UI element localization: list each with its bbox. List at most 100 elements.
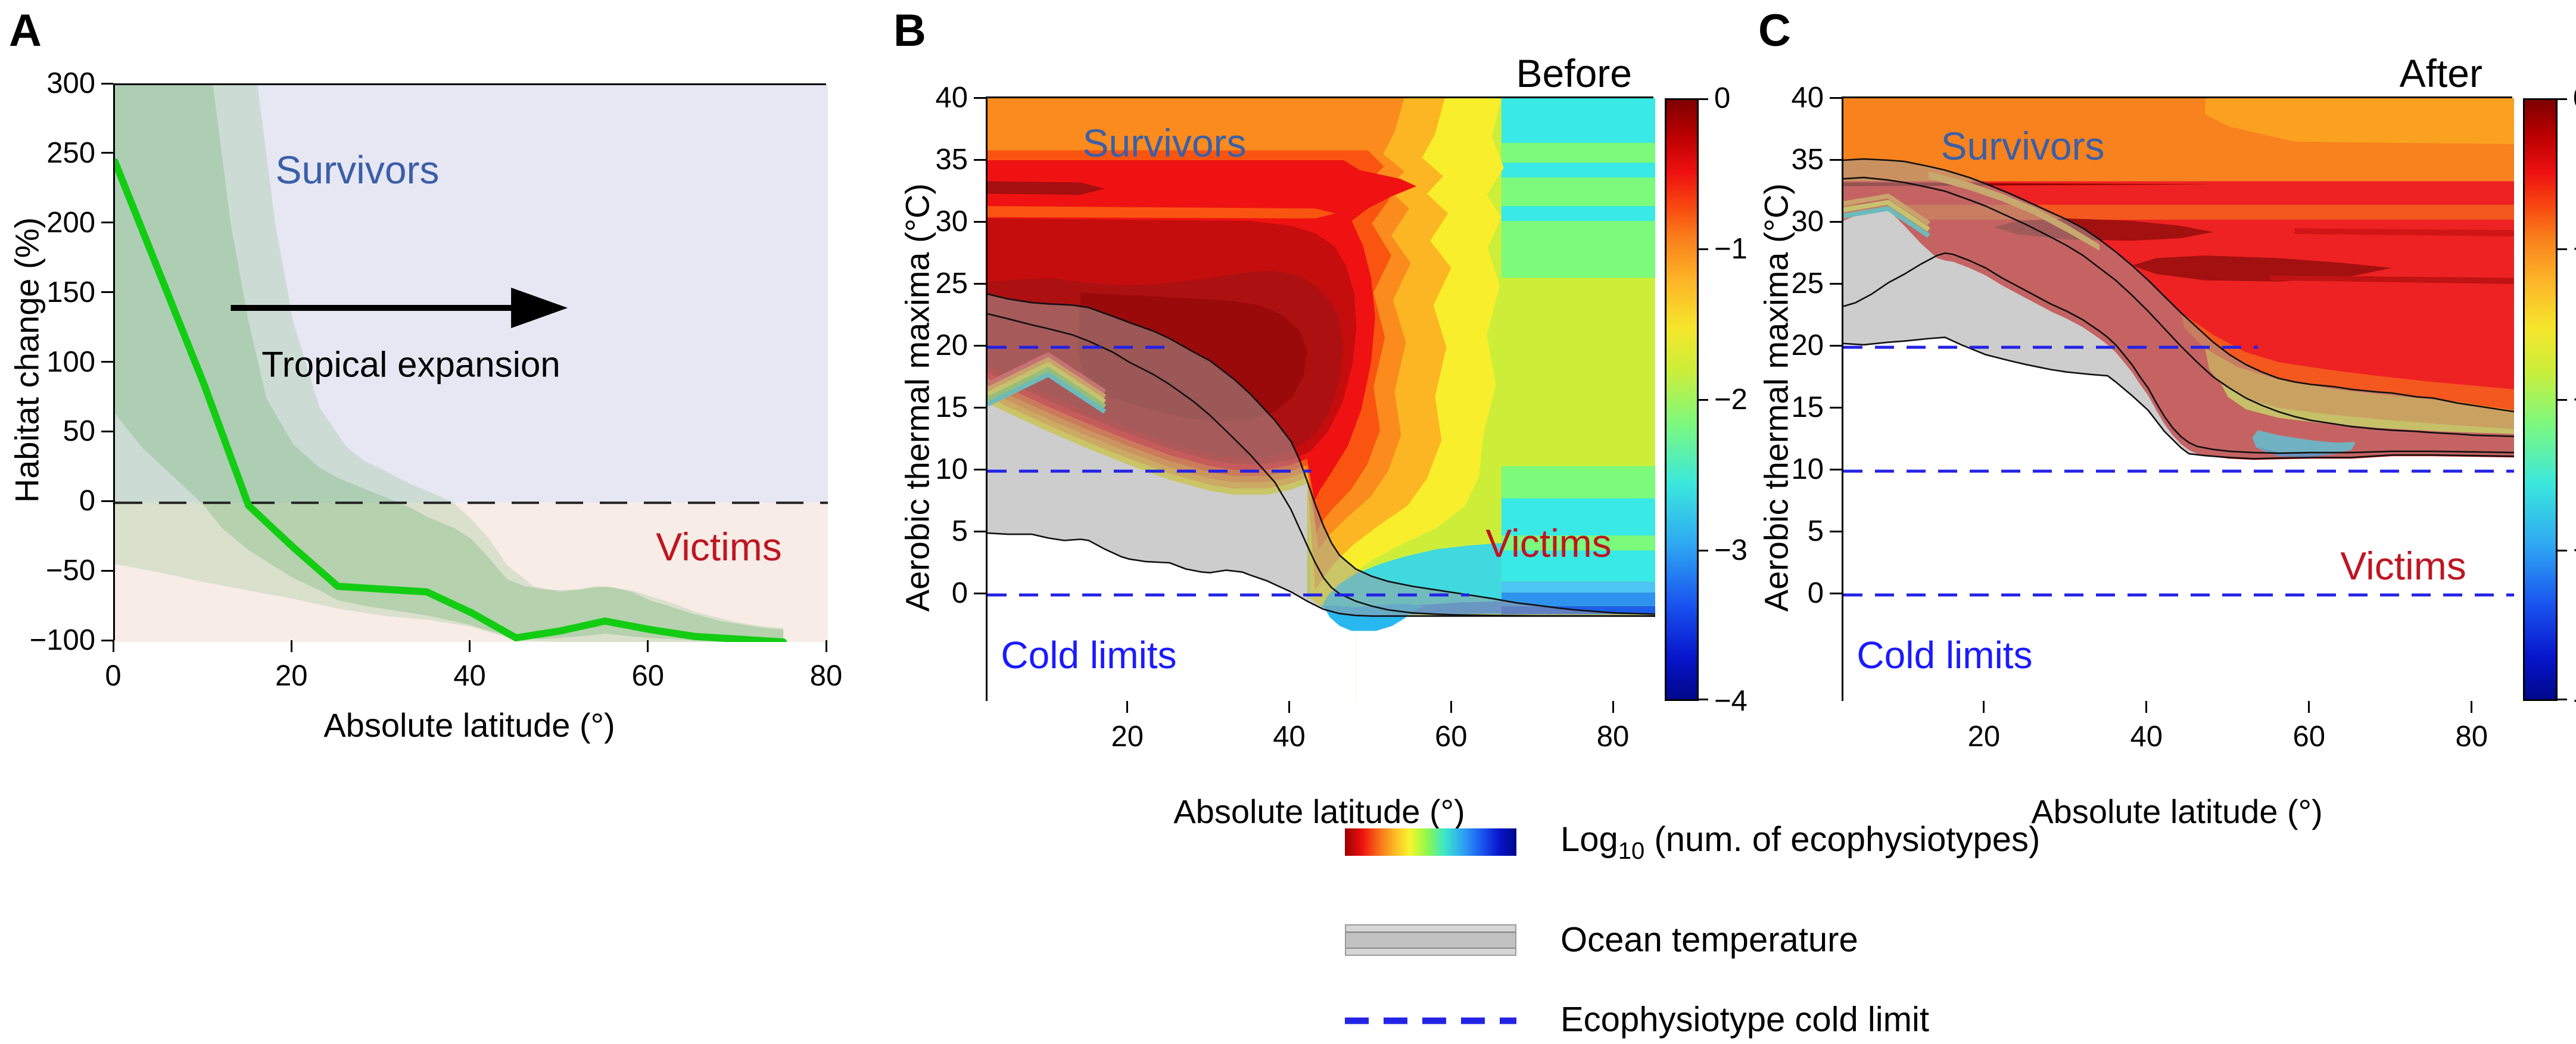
b-y-tick-label: 25 bbox=[935, 267, 968, 300]
a-x-tick-label: 40 bbox=[453, 660, 486, 692]
b-x-tick bbox=[1612, 701, 1614, 713]
b-y-tick bbox=[974, 282, 986, 285]
colorbar-tick bbox=[2558, 698, 2567, 700]
panel-a-x-axis-label: Absolute latitude (°) bbox=[323, 706, 615, 744]
b-x-tick-label: 80 bbox=[1596, 721, 1630, 753]
colorbar-tick-label: −4 bbox=[2573, 684, 2576, 718]
b-y-tick bbox=[974, 468, 986, 470]
b-y-tick bbox=[974, 592, 986, 594]
b-y-tick bbox=[974, 406, 986, 409]
a-x-tick-label: 0 bbox=[105, 660, 122, 692]
c-x-tick-label: 80 bbox=[2455, 721, 2488, 753]
a-y-tick bbox=[101, 222, 113, 224]
c-x-tick bbox=[1983, 701, 1985, 713]
a-y-tick bbox=[101, 430, 113, 432]
panel-a-letter: A bbox=[9, 5, 42, 56]
c-y-tick-label: 10 bbox=[1791, 453, 1824, 486]
colorbar-tick-label: 0 bbox=[1714, 82, 1731, 114]
b-y-tick bbox=[974, 158, 986, 161]
panel-c-victims-label: Victims bbox=[2340, 544, 2466, 588]
b-y-tick-label: 10 bbox=[935, 453, 968, 486]
b-x-tick-label: 40 bbox=[1273, 721, 1306, 753]
a-x-tick bbox=[825, 640, 827, 652]
c-y-tick bbox=[1830, 344, 1842, 347]
panel-c-chart bbox=[1843, 98, 2514, 703]
b-y-tick-label: 5 bbox=[951, 515, 968, 548]
panel-a-chart bbox=[115, 85, 828, 642]
a-y-tick-label: 50 bbox=[63, 415, 95, 448]
a-y-tick bbox=[101, 361, 113, 363]
a-y-tick bbox=[101, 500, 113, 502]
b-y-tick-label: 30 bbox=[935, 205, 968, 238]
c-x-tick-label: 40 bbox=[2130, 721, 2163, 753]
c-x-tick bbox=[2471, 701, 2473, 713]
c-y-tick-label: 35 bbox=[1791, 144, 1824, 176]
c-y-tick-label: 5 bbox=[1807, 515, 1824, 548]
b-y-tick-label: 35 bbox=[935, 144, 968, 176]
b-x-tick-label: 60 bbox=[1435, 721, 1468, 753]
panel-b-x-axis-label: Absolute latitude (°) bbox=[1173, 793, 1465, 830]
legend-cold-limit-label: Ecophysiotype cold limit bbox=[1560, 1000, 1929, 1039]
panel-c-x-axis-label: Absolute latitude (°) bbox=[2031, 793, 2323, 830]
a-y-tick-label: 150 bbox=[46, 276, 95, 308]
colorbar-tick-label: −2 bbox=[1714, 384, 1748, 416]
b-x-tick bbox=[1288, 701, 1291, 713]
panel-c-letter: C bbox=[1758, 5, 1791, 56]
colorbar-tick-label: −1 bbox=[1714, 233, 1748, 265]
panel-c-survivors-label: Survivors bbox=[1940, 124, 2105, 168]
a-x-tick bbox=[647, 640, 649, 652]
a-x-tick-label: 20 bbox=[275, 660, 308, 692]
c-y-tick bbox=[1830, 220, 1842, 223]
panel-b-survivors-label: Survivors bbox=[1082, 121, 1247, 165]
c-x-tick bbox=[2308, 701, 2310, 713]
b-y-tick bbox=[974, 344, 986, 347]
a-y-tick-label: −100 bbox=[29, 624, 95, 656]
panel-c-cold-limits-label: Cold limits bbox=[1857, 634, 2033, 677]
legend-colormap-label: Log10 (num. of ecophysiotypes) bbox=[1560, 819, 2040, 865]
a-y-tick-label: 300 bbox=[46, 67, 95, 99]
a-y-tick-label: 0 bbox=[79, 485, 95, 518]
c-y-tick bbox=[1830, 282, 1842, 285]
colorbar-tick bbox=[1699, 698, 1708, 700]
colorbar-tick-label: −3 bbox=[1714, 534, 1748, 566]
colorbar-tick bbox=[2558, 98, 2567, 100]
panel-c-plot bbox=[1842, 96, 2514, 703]
panel-c-title: After bbox=[2399, 51, 2482, 95]
c-y-tick-label: 15 bbox=[1791, 391, 1824, 424]
a-y-tick-label: 100 bbox=[46, 345, 95, 378]
colorbar-tick-label: −4 bbox=[1714, 685, 1748, 717]
a-y-tick bbox=[101, 82, 113, 85]
panel-b-title: Before bbox=[1516, 51, 1632, 95]
a-x-tick-label: 80 bbox=[809, 660, 843, 692]
a-y-tick bbox=[101, 639, 113, 641]
a-y-tick-label: 250 bbox=[46, 136, 95, 169]
panel-b-chart bbox=[988, 98, 1655, 703]
colorbar-tick bbox=[2558, 549, 2567, 551]
b-y-tick-label: 20 bbox=[935, 329, 968, 362]
legend-colormap-swatch bbox=[1345, 828, 1516, 856]
c-y-tick-label: 25 bbox=[1791, 267, 1824, 300]
b-y-tick bbox=[974, 530, 986, 532]
legend-ocean-temperature-swatch bbox=[1345, 924, 1516, 956]
panel-a-victims-label: Victims bbox=[656, 525, 782, 569]
c-y-tick bbox=[1830, 592, 1842, 594]
b-y-tick-label: 0 bbox=[951, 577, 968, 610]
c-y-tick-label: 40 bbox=[1791, 82, 1824, 114]
a-x-tick bbox=[290, 640, 292, 652]
colorbar-tick-label: 0 bbox=[2573, 82, 2576, 115]
legend-log-suffix: (num. of ecophysiotypes) bbox=[1644, 820, 2041, 859]
legend-log-subscript: 10 bbox=[1618, 837, 1645, 864]
a-x-tick-label: 60 bbox=[631, 660, 665, 692]
c-y-tick-label: 0 bbox=[1807, 577, 1824, 610]
c-x-tick-label: 60 bbox=[2292, 721, 2326, 753]
colorbar-tick bbox=[1699, 398, 1708, 401]
colorbar-tick bbox=[1699, 549, 1708, 551]
colorbar-tick bbox=[2558, 398, 2567, 401]
c-x-tick bbox=[2145, 701, 2148, 713]
a-y-tick-label: −50 bbox=[45, 554, 95, 587]
b-x-tick bbox=[1450, 701, 1452, 713]
legend-log-text: Log bbox=[1560, 820, 1618, 859]
c-y-tick-label: 20 bbox=[1791, 329, 1824, 362]
b-y-tick bbox=[974, 220, 986, 223]
